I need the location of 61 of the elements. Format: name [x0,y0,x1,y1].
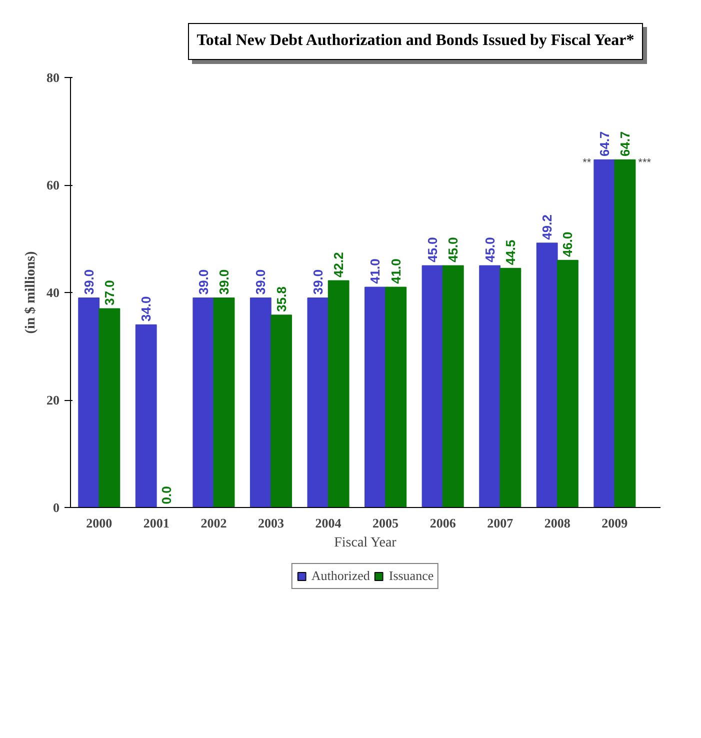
data-label: 45.0 [425,237,440,262]
legend-label: Authorized [311,568,370,584]
bar [442,265,464,508]
y-tick-label: 20 [46,392,60,408]
x-tick-label: 2008 [544,516,571,530]
annotation: *** [638,156,652,169]
data-label: 37.0 [102,280,117,306]
data-label: 39.0 [216,269,232,295]
data-label: 45.0 [446,237,461,262]
data-label: 35.8 [274,286,289,312]
x-tick-label: 2005 [372,516,400,530]
bar [328,280,350,508]
chart-title: Total New Debt Authorization and Bonds Issued by Fiscal Year* [188,23,644,60]
legend-label: Issuance [388,568,434,584]
y-tick-label: 0 [53,500,60,515]
bar [98,308,120,508]
data-label: 39.0 [253,269,268,295]
data-label: 41.0 [368,258,383,284]
bar [479,265,501,508]
bar [135,324,157,508]
data-label: 39.0 [81,269,96,295]
x-tick-label: 2000 [86,516,112,530]
bar [213,297,235,508]
x-tick-label: 2003 [258,516,284,530]
bar [307,297,329,508]
data-label: 64.7 [617,131,632,157]
bar [364,286,386,508]
data-label: 41.0 [388,258,404,284]
bar [594,159,616,508]
y-axis-title: (in $ millions) [24,250,38,334]
bar [250,297,272,508]
x-tick-label: 2001 [143,516,170,530]
bar [556,260,578,508]
data-label: 0.0 [159,486,174,504]
data-label: 46.0 [560,232,576,258]
bar [500,268,522,508]
data-label: 39.0 [310,269,326,295]
x-tick-label: 2006 [430,516,456,530]
bar [270,314,292,508]
y-tick-label: 80 [46,70,60,85]
bar [78,297,100,508]
y-tick-label: 40 [46,285,60,300]
bar [536,242,558,508]
data-label: 42.2 [331,252,346,278]
annotation: ** [582,156,592,169]
bar [422,265,444,508]
data-label: 45.0 [482,237,498,262]
x-tick-label: 2009 [602,516,628,530]
x-tick-label: 2002 [200,516,227,530]
data-label: 64.7 [596,131,612,157]
bar [385,286,407,508]
data-label: 34.0 [138,296,154,322]
data-label: 44.5 [502,240,518,266]
x-axis-title: Fiscal Year [334,536,397,550]
x-tick-label: 2007 [487,516,514,530]
data-label: 49.2 [540,214,555,240]
y-tick-label: 60 [46,178,60,192]
bar [192,297,214,508]
bar [614,159,636,508]
x-tick-label: 2004 [315,516,342,530]
data-label: 39.0 [196,269,211,295]
